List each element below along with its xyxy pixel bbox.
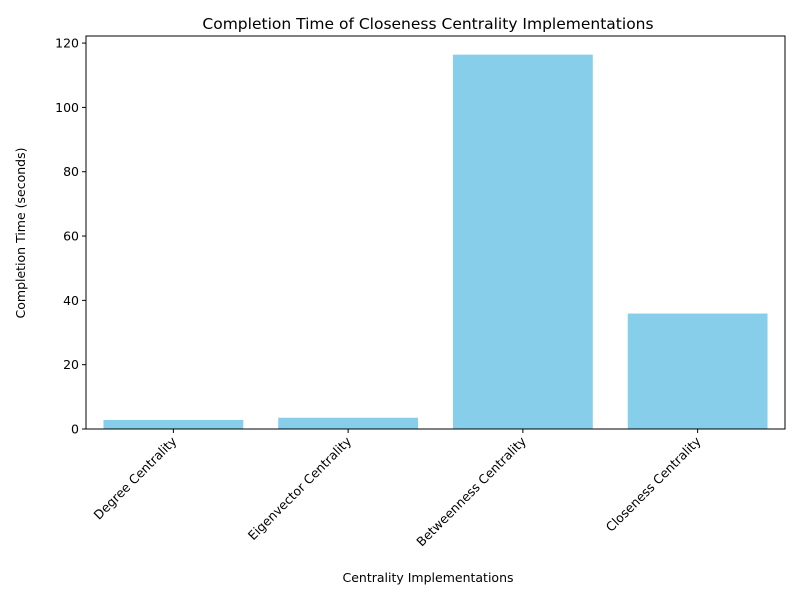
- y-axis-label: Completion Time (seconds): [13, 148, 28, 319]
- y-tick-label: 60: [63, 229, 79, 244]
- x-axis-label: Centrality Implementations: [342, 570, 513, 585]
- axes-frame: [85, 35, 786, 430]
- bar: [103, 420, 244, 429]
- y-tick-label: 20: [63, 357, 79, 372]
- x-tick-label: Degree Centrality: [91, 433, 180, 522]
- bar: [452, 54, 593, 430]
- x-tick-label: Betweenness Centrality: [413, 433, 529, 549]
- y-tick-label: 40: [63, 293, 79, 308]
- y-tick-label: 100: [55, 100, 79, 115]
- bar: [278, 417, 419, 429]
- x-tick-label: Closeness Centrality: [603, 433, 705, 535]
- y-tick-label: 80: [63, 164, 79, 179]
- plot-area: 0 20 40 60 80 100 120 Degree Centrality Eigenvec…: [55, 35, 786, 549]
- y-tick-label: 120: [55, 36, 79, 51]
- x-tick-label: Eigenvector Centrality: [245, 433, 355, 543]
- bar: [627, 313, 768, 429]
- y-tick-label: 0: [71, 422, 79, 437]
- chart-title: Completion Time of Closeness Centrality …: [202, 15, 653, 33]
